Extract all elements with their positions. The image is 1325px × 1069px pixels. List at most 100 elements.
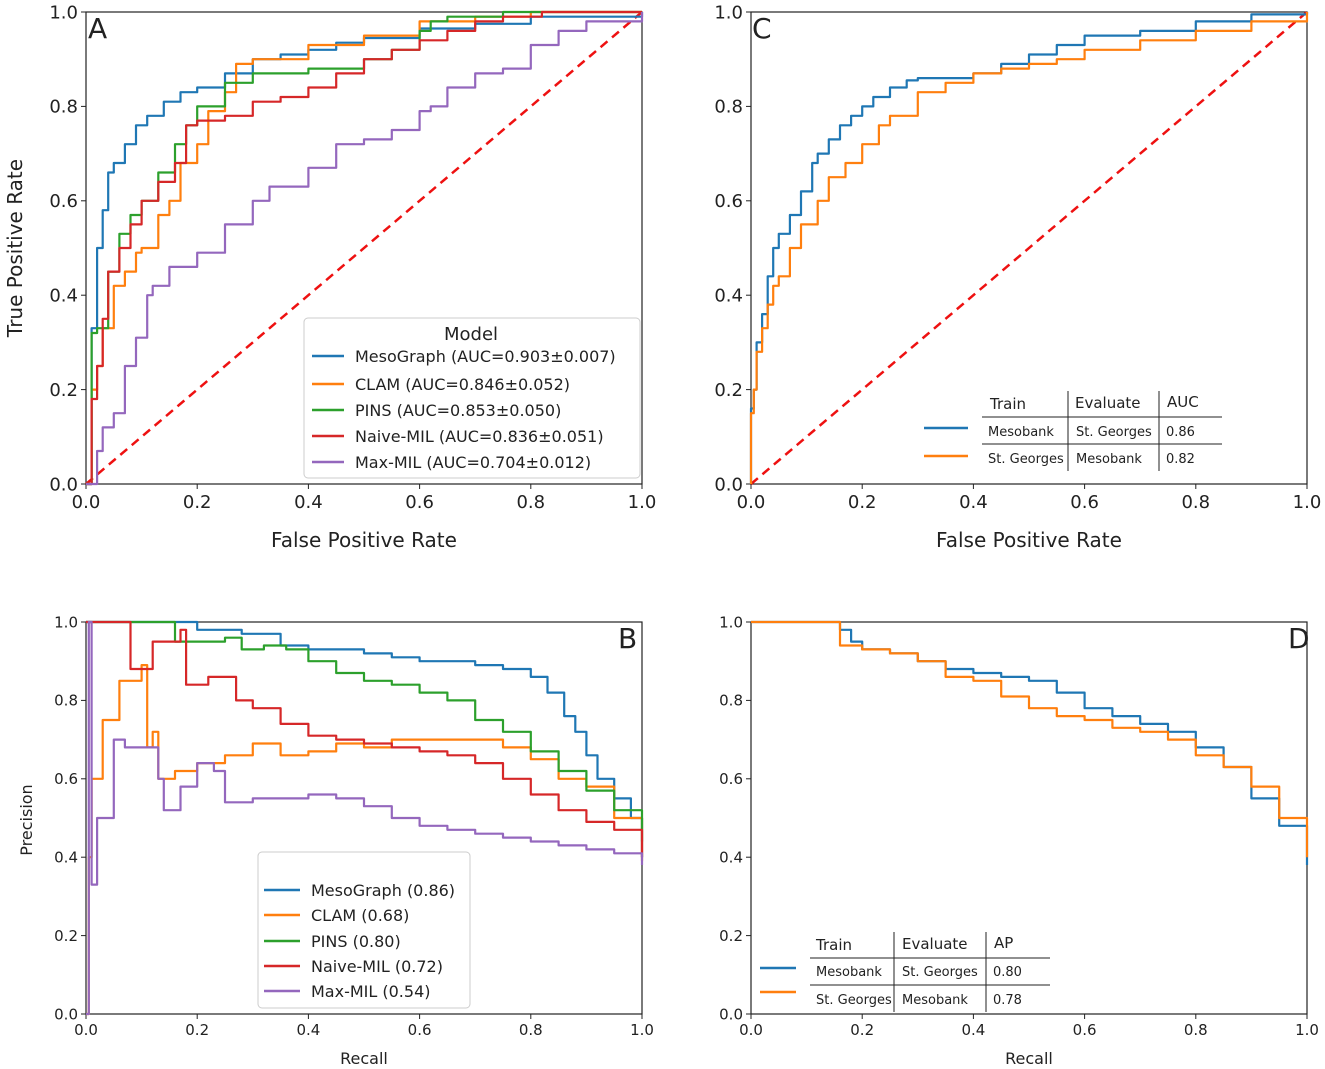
x-tick-label: 1.0: [1295, 1021, 1319, 1039]
panel-a-legend-frame: [303, 317, 641, 479]
table-cell-r1-evaluate: St. Georges: [1076, 425, 1152, 440]
panel-d-xlabel: Recall: [1005, 1049, 1053, 1068]
panel-b-xlabel: Recall: [340, 1049, 388, 1068]
legend-label-clam: CLAM (AUC=0.846±0.052): [355, 375, 570, 394]
panel-b-legend-frame: [257, 851, 471, 1009]
x-tick-label: 0.2: [183, 492, 212, 513]
legend-label-clam: CLAM (0.68): [311, 906, 409, 925]
x-tick-label: 1.0: [628, 492, 657, 513]
x-tick-label: 0.0: [74, 1021, 98, 1039]
x-tick-label: 0.8: [1184, 1021, 1208, 1039]
table-cell-r2-ap: 0.78: [993, 993, 1022, 1008]
legend-entry-clam: CLAM (AUC=0.846±0.052): [312, 375, 570, 394]
series-line-mesograph: [86, 620, 644, 858]
x-tick-label: 0.2: [185, 1021, 209, 1039]
panel-d: 0.00.0 0.2 0.2 0.4 0.4 0.6 0.6 0.8 0.8 1.0 1.0 D R…: [719, 613, 1319, 1068]
panel-c-xlabel: False Positive Rate: [936, 528, 1122, 552]
y-tick-label: 0.2: [54, 927, 78, 945]
x-tick-label: 0.8: [1181, 492, 1210, 513]
chance-diagonal-line: [85, 11, 643, 485]
x-tick-label: 0.2: [850, 1021, 874, 1039]
series-line-mesograph: [749, 12, 1309, 484]
y-tick-label: 0.2: [49, 380, 78, 401]
series-line-clam: [749, 12, 1309, 484]
legend-entry-max-mil: Max-MIL (AUC=0.704±0.012): [312, 453, 591, 472]
y-tick-label: 0.2: [714, 380, 743, 401]
series-line-clam: [751, 620, 1309, 858]
panel-a-label: A: [88, 12, 107, 45]
y-tick-label: 0.4: [49, 286, 78, 307]
panel-a-legend-title: Model: [444, 324, 498, 345]
y-tick-label: 0.0: [714, 474, 743, 495]
panel-a-ylabel: True Positive Rate: [3, 159, 27, 338]
y-tick-label: 0.0: [49, 474, 78, 495]
panel-b-legend: MesoGraph (0.86) CLAM (0.68) PINS (0.80)…: [257, 851, 471, 1009]
chance-diagonal-line: [750, 11, 1308, 485]
panel-a-plot-area: 0.00.0 0.2 0.2 0.4 0.4 0.6 0.6 0.8 0.8 1.0 1.0: [49, 2, 656, 513]
y-tick-label: 0.4: [719, 848, 743, 866]
legend-entry-mesograph: MesoGraph (0.86): [264, 881, 455, 900]
legend-entry-clam: CLAM (0.68): [264, 906, 409, 925]
x-tick-label: 0.6: [405, 492, 434, 513]
legend-label-mesograph: MesoGraph (AUC=0.903±0.007): [355, 347, 616, 366]
legend-entry-naive-mil: Naive-MIL (0.72): [264, 957, 443, 976]
legend-entry-pins: PINS (AUC=0.853±0.050): [312, 401, 561, 420]
panel-c-plot-area: 0.00.0 0.2 0.2 0.4 0.4 0.6 0.6 0.8 0.8 1.0 1.0: [714, 2, 1321, 513]
x-tick-label: 0.4: [296, 1021, 320, 1039]
table-cell-r2-train: St. Georges: [988, 452, 1064, 467]
table-header-train: Train: [989, 395, 1026, 413]
y-tick-label: 0.4: [714, 286, 743, 307]
legend-label-naive-mil: Naive-MIL (0.72): [311, 957, 443, 976]
x-tick-label: 0.8: [516, 492, 545, 513]
table-header-evaluate: Evaluate: [902, 935, 968, 953]
series-line-max-mil: [86, 620, 644, 1016]
series-line-naive-mil: [86, 620, 644, 858]
series-line-max-mil: [86, 12, 644, 486]
panel-c-frame: [750, 11, 1308, 485]
table-header-train: Train: [815, 936, 852, 954]
legend-entry-mesograph: MesoGraph (AUC=0.903±0.007): [312, 347, 616, 366]
y-tick-label: 1.0: [54, 613, 78, 631]
panel-c-label: C: [752, 12, 772, 45]
y-tick-label: 1.0: [49, 2, 78, 23]
series-line-naive-mil: [86, 10, 642, 486]
panel-d-legend-table: Train Evaluate AP Mesobank St. Georges 0…: [760, 932, 1050, 1012]
x-tick-label: 0.4: [961, 1021, 985, 1039]
panel-c: 0.00.0 0.2 0.2 0.4 0.4 0.6 0.6 0.8 0.8 1.0 1.0 C F…: [714, 2, 1321, 552]
table-header-auc: AUC: [1167, 393, 1199, 411]
y-tick-label: 0.6: [719, 770, 743, 788]
legend-label-max-mil: Max-MIL (0.54): [311, 982, 430, 1001]
legend-label-mesograph: MesoGraph (0.86): [311, 881, 455, 900]
panel-a-legend: Model MesoGraph (AUC=0.903±0.007) CLAM (…: [303, 317, 641, 479]
y-tick-label: 0.8: [54, 692, 78, 710]
y-tick-label: 1.0: [714, 2, 743, 23]
panel-c-legend-table: Train Evaluate AUC Mesobank St. Georges …: [924, 391, 1222, 471]
panel-d-plot-area: 0.00.0 0.2 0.2 0.4 0.4 0.6 0.6 0.8 0.8 1.0 1.0: [719, 613, 1319, 1039]
x-tick-label: 0.0: [72, 492, 101, 513]
panel-b: 0.00.0 0.2 0.2 0.4 0.4 0.6 0.6 0.8 0.8 1.0 1.0 B R…: [17, 613, 654, 1068]
y-tick-label: 0.2: [719, 927, 743, 945]
y-tick-label: 0.8: [719, 692, 743, 710]
x-tick-label: 0.6: [1073, 1021, 1097, 1039]
legend-label-naive-mil: Naive-MIL (AUC=0.836±0.051): [355, 427, 604, 446]
table-cell-r1-train: Mesobank: [988, 425, 1054, 440]
panel-b-plot-area: 0.00.0 0.2 0.2 0.4 0.4 0.6 0.6 0.8 0.8 1.0 1.0: [54, 613, 654, 1039]
legend-label-pins: PINS (0.80): [311, 932, 401, 951]
x-tick-label: 0.8: [519, 1021, 543, 1039]
panel-a-xlabel: False Positive Rate: [271, 528, 457, 552]
x-tick-label: 0.4: [294, 492, 323, 513]
table-header-evaluate: Evaluate: [1075, 394, 1141, 412]
x-tick-label: 0.0: [737, 492, 766, 513]
table-cell-r1-auc: 0.86: [1166, 425, 1195, 440]
x-tick-label: 0.6: [1070, 492, 1099, 513]
y-tick-label: 0.6: [49, 191, 78, 212]
panel-a-frame: [85, 11, 643, 485]
x-tick-label: 0.2: [848, 492, 877, 513]
y-tick-label: 0.6: [714, 191, 743, 212]
series-line-clam: [86, 664, 644, 1016]
y-tick-label: 1.0: [719, 613, 743, 631]
panel-b-ylabel: Precision: [17, 784, 36, 855]
panel-d-label: D: [1288, 622, 1310, 655]
x-tick-label: 0.6: [408, 1021, 432, 1039]
